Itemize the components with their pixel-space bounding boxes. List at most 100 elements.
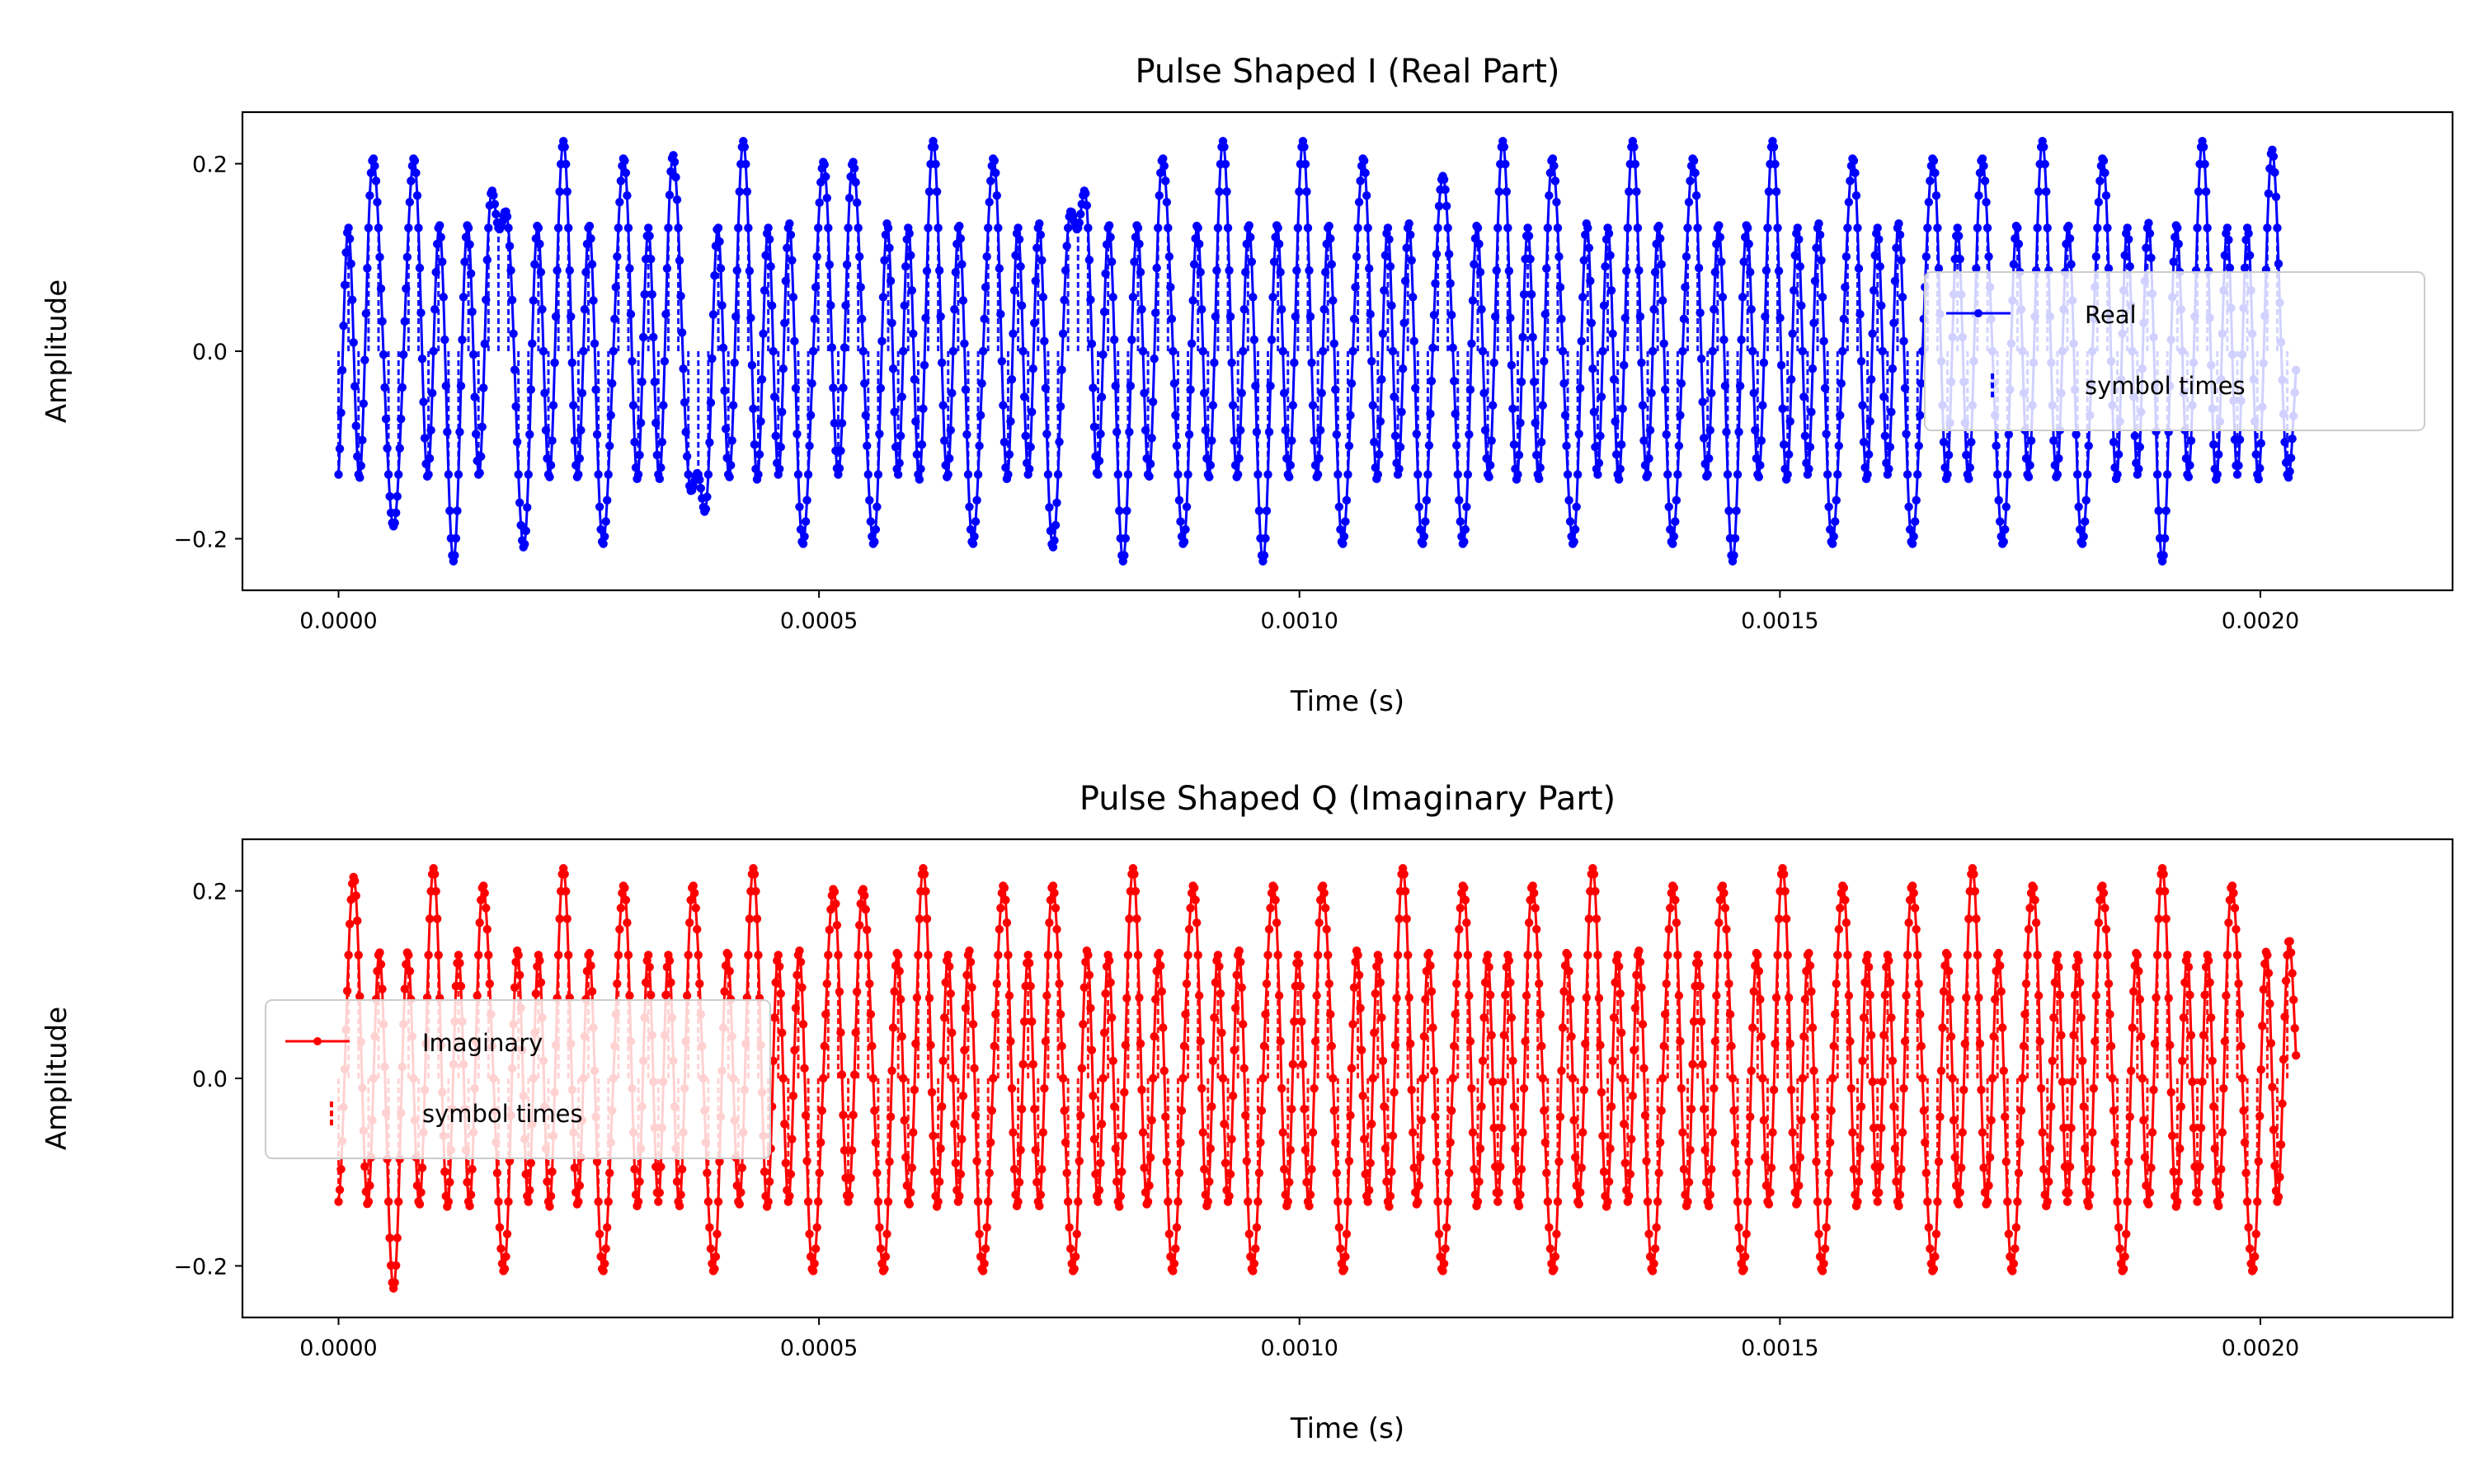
signal-point	[349, 338, 358, 347]
signal-point	[1329, 296, 1338, 305]
signal-point	[1555, 1112, 1565, 1121]
signal-point	[1028, 364, 1037, 373]
signal-point	[716, 264, 726, 273]
signal-point	[1841, 252, 1851, 261]
signal-point	[1413, 470, 1423, 479]
signal-point	[2054, 453, 2063, 463]
signal-point	[943, 951, 952, 960]
signal-point	[1673, 951, 1682, 960]
signal-point	[1856, 1102, 1866, 1111]
signal-point	[900, 301, 909, 310]
signal-point	[1376, 978, 1385, 987]
signal-point	[2255, 1111, 2265, 1120]
signal-point	[1179, 1041, 1189, 1051]
signal-point	[1499, 1031, 1509, 1040]
signal-point	[1733, 470, 1743, 479]
signal-point	[1573, 470, 1583, 479]
signal-point	[471, 430, 481, 439]
signal-point	[1383, 223, 1393, 232]
signal-point	[1844, 197, 1854, 207]
signal-point	[2064, 221, 2073, 231]
signal-point	[1251, 1244, 1260, 1253]
signal-point	[1632, 187, 1641, 196]
signal-point	[1016, 262, 1025, 271]
signal-point	[1860, 463, 1870, 472]
signal-point	[371, 176, 381, 186]
signal-point	[1147, 434, 1156, 443]
signal-point	[1411, 383, 1420, 393]
signal-point	[1592, 914, 1602, 923]
signal-point	[1050, 536, 1059, 545]
signal-point	[441, 381, 450, 391]
signal-point	[1572, 1181, 1581, 1190]
signal-point	[397, 383, 407, 392]
signal-point	[2281, 976, 2291, 985]
signal-point	[610, 314, 619, 324]
signal-point	[2258, 1021, 2267, 1031]
signal-point	[475, 918, 484, 928]
signal-point	[1242, 239, 1251, 249]
signal-point	[1810, 1112, 1820, 1121]
signal-point	[1371, 989, 1380, 998]
signal-point	[980, 314, 989, 324]
signal-point	[690, 889, 699, 898]
signal-point	[1964, 474, 1973, 484]
signal-point	[1841, 918, 1851, 928]
signal-point	[1206, 461, 1216, 470]
signal-point	[1443, 223, 1452, 232]
signal-point	[1583, 951, 1592, 960]
signal-point	[1174, 1168, 1184, 1178]
signal-point	[1028, 1059, 1037, 1069]
signal-point	[981, 1244, 990, 1253]
signal-point	[1747, 304, 1756, 314]
signal-point	[821, 172, 830, 181]
signal-point	[1086, 295, 1095, 304]
y-axis-label: Amplitude	[40, 279, 73, 423]
signal-point	[1548, 154, 1558, 163]
signal-point	[1980, 176, 1990, 186]
signal-point	[1650, 267, 1660, 277]
signal-point	[1834, 924, 1843, 934]
signal-point	[1715, 232, 1725, 242]
signal-point	[996, 309, 1005, 319]
signal-point	[1618, 404, 1627, 413]
signal-point	[962, 970, 971, 979]
signal-point	[553, 223, 563, 232]
signal-point	[1184, 924, 1194, 934]
signal-point	[445, 506, 454, 515]
signal-point	[2109, 438, 2119, 447]
signal-point	[1123, 951, 1133, 960]
signal-point	[1917, 1041, 1926, 1051]
signal-point	[1197, 1083, 1206, 1093]
signal-point	[1599, 1167, 1609, 1176]
signal-point	[1164, 1197, 1173, 1206]
signal-point	[2198, 1077, 2207, 1087]
signal-point	[613, 979, 622, 989]
signal-point	[586, 234, 595, 243]
signal-point	[1895, 230, 1905, 240]
signal-point	[1220, 143, 1229, 152]
signal-point	[1407, 256, 1416, 265]
signal-point	[701, 505, 711, 514]
signal-point	[1512, 1177, 1522, 1186]
signal-point	[1608, 1056, 1617, 1066]
signal-point	[1021, 431, 1030, 440]
signal-point	[1620, 1158, 1630, 1167]
signal-point	[2291, 1051, 2301, 1060]
signal-point	[1271, 232, 1280, 242]
signal-point	[1460, 537, 1469, 547]
signal-point	[373, 197, 382, 207]
signal-point	[1533, 951, 1542, 960]
signal-point	[510, 983, 520, 992]
signal-point	[1524, 918, 1534, 928]
signal-point	[1442, 1223, 1451, 1233]
signal-point	[854, 951, 863, 960]
signal-point	[1216, 989, 1225, 998]
signal-point	[1987, 1115, 1996, 1125]
signal-point	[844, 223, 853, 232]
signal-point	[361, 1187, 371, 1196]
y-tick-label: −0.2	[173, 1254, 228, 1280]
signal-point	[790, 1045, 799, 1054]
signal-point	[1448, 1073, 1457, 1083]
